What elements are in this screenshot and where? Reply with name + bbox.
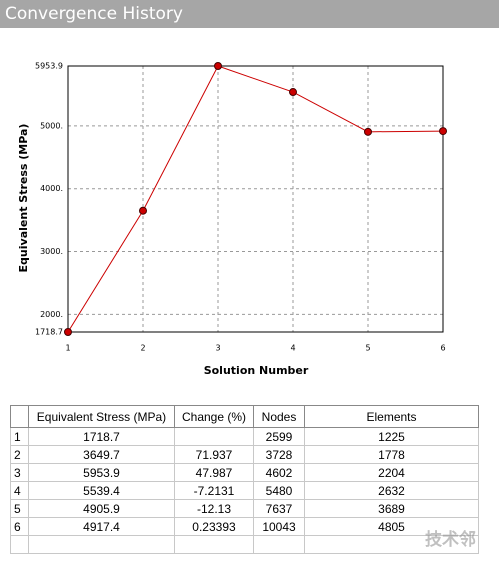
data-point <box>439 127 447 136</box>
table-cell: 3728 <box>253 445 305 464</box>
chart: Equivalent Stress (MPa) Solution Number … <box>17 62 447 377</box>
table-row: 6 4917.4 0.23393 10043 4805 <box>10 517 479 536</box>
table-row: 3 5953.9 47.987 4602 2204 <box>10 463 479 482</box>
x-tick-label: 1 <box>65 344 70 353</box>
table-cell: 7637 <box>253 499 305 518</box>
table-cell <box>174 535 254 554</box>
data-point <box>214 62 222 70</box>
table-row <box>10 535 479 554</box>
y-tick-label: 5953.9 <box>35 62 63 71</box>
table-cell: -12.13 <box>174 499 254 518</box>
x-tick-label: 6 <box>440 344 445 353</box>
data-point <box>139 206 147 215</box>
table-cell: 5 <box>10 499 29 518</box>
table-cell <box>304 535 479 554</box>
table-cell: 3 <box>10 463 29 482</box>
data-point <box>289 88 297 97</box>
header-cell: Change (%) <box>174 405 254 428</box>
header-cell <box>10 405 29 428</box>
y-axis-label: Equivalent Stress (MPa) <box>17 124 30 273</box>
watermark: 技术邻 <box>425 530 476 550</box>
table-cell: 3689 <box>304 499 479 518</box>
data-point <box>64 328 72 336</box>
table-cell: 71.937 <box>174 445 254 464</box>
y-tick-label: 5000. <box>40 121 63 130</box>
table-cell: 3649.7 <box>28 445 175 464</box>
table-cell <box>174 427 254 446</box>
table-cell: 1 <box>10 427 29 446</box>
y-tick-label: 1718.7 <box>35 328 63 337</box>
header-cell: Elements <box>304 405 479 428</box>
table-cell: 4917.4 <box>28 517 175 536</box>
x-tick-label: 2 <box>140 344 145 353</box>
table-cell: 2599 <box>253 427 305 446</box>
table-row: 2 3649.7 71.937 3728 1778 <box>10 445 479 464</box>
header-row: Equivalent Stress (MPa) Change (%) Nodes El… <box>10 405 479 428</box>
table-cell: 5480 <box>253 481 305 500</box>
table-row: 1 1718.7 2599 1225 <box>10 427 479 446</box>
table-cell: 5953.9 <box>28 463 175 482</box>
table-cell: 1225 <box>304 427 479 446</box>
table-cell <box>10 535 29 554</box>
table-cell: 0.23393 <box>174 517 254 536</box>
table-cell <box>28 535 175 554</box>
header-cell: Equivalent Stress (MPa) <box>28 405 175 428</box>
x-tick-label: 4 <box>290 344 295 353</box>
table-cell: 1718.7 <box>28 427 175 446</box>
table-cell: 1778 <box>304 445 479 464</box>
header-title: Convergence History <box>0 0 499 28</box>
table-cell: -7.2131 <box>174 481 254 500</box>
table-cell: 10043 <box>253 517 305 536</box>
table-row: 5 4905.9 -12.13 7637 3689 <box>10 499 479 518</box>
table-cell <box>253 535 305 554</box>
series-line <box>67 65 444 333</box>
table-cell: 6 <box>10 517 29 536</box>
plot-frame <box>67 65 444 333</box>
y-tick-label: 2000. <box>40 310 63 319</box>
table-cell: 4 <box>10 481 29 500</box>
y-tick-label: 3000. <box>40 247 63 256</box>
table-cell: 4602 <box>253 463 305 482</box>
table-cell: 4905.9 <box>28 499 175 518</box>
table-cell: 2632 <box>304 481 479 500</box>
table-cell: 2204 <box>304 463 479 482</box>
y-tick-label: 4000. <box>40 184 63 193</box>
header-cell: Nodes <box>253 405 305 428</box>
table-row: 4 5539.4 -7.2131 5480 2632 <box>10 481 479 500</box>
table-cell: 5539.4 <box>28 481 175 500</box>
data-point <box>364 127 372 136</box>
table-cell: 47.987 <box>174 463 254 482</box>
table-cell: 2 <box>10 445 29 464</box>
results-table: Equivalent Stress (MPa) Change (%) Nodes El… <box>10 405 479 554</box>
x-axis-label: Solution Number <box>204 364 309 377</box>
x-tick-label: 5 <box>365 344 370 353</box>
x-tick-label: 3 <box>215 344 220 353</box>
